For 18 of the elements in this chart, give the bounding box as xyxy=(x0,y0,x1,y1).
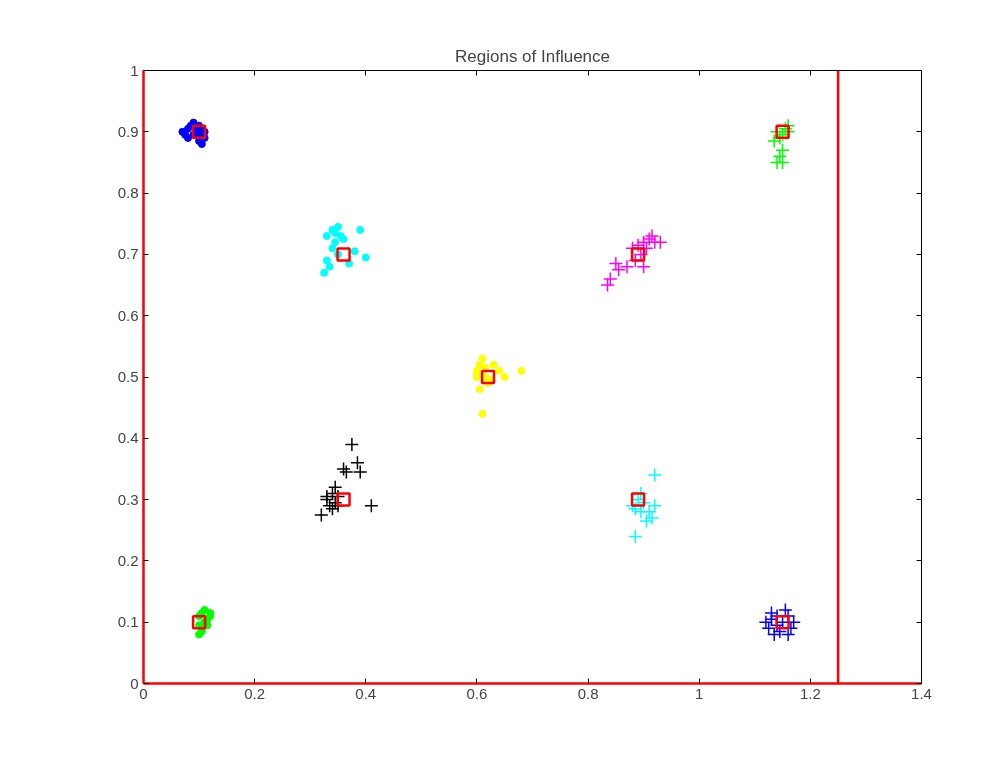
y-tick-label: 0.4 xyxy=(117,429,139,447)
x-tick-label: 1.2 xyxy=(799,684,821,702)
y-tick-label: 0.5 xyxy=(117,368,139,385)
x-tick-label: 0.6 xyxy=(466,684,488,702)
x-tick-label: 0.4 xyxy=(355,684,377,702)
chart-title: Regions of Influence xyxy=(455,46,610,66)
y-tick-label: 0.7 xyxy=(117,245,139,263)
y-tick-label: 0.1 xyxy=(117,613,139,631)
x-tick-label: 0.2 xyxy=(244,684,266,702)
y-tick-label: 1 xyxy=(130,61,139,79)
y-tick-label: 0.2 xyxy=(117,551,139,569)
x-tick-label: 1.4 xyxy=(911,684,932,702)
y-tick-label: 0.3 xyxy=(117,490,139,508)
y-tick-label: 0.6 xyxy=(117,306,139,324)
y-tick-label: 0.9 xyxy=(117,122,139,140)
x-tick-label: 0.8 xyxy=(577,684,599,702)
y-tick-label: 0.8 xyxy=(117,184,139,202)
x-tick-label: 1 xyxy=(695,684,704,702)
